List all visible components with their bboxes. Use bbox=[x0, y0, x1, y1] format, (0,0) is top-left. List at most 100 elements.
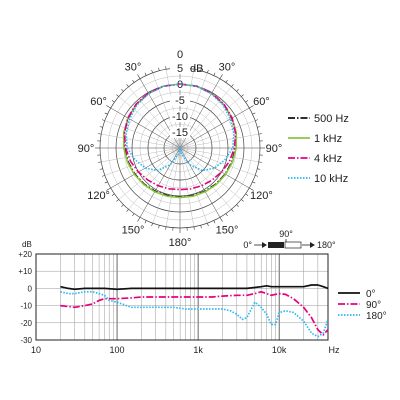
angle-indicator-mic-grille bbox=[284, 241, 302, 249]
polar-outer-tick bbox=[165, 66, 167, 70]
polar-outer-tick bbox=[219, 217, 223, 222]
polar-angle-label: 120° bbox=[250, 190, 273, 202]
polar-grid-spoke bbox=[179, 107, 250, 149]
polar-outer-tick bbox=[225, 213, 228, 217]
polar-radial-label-bg bbox=[170, 63, 190, 74]
frequency-legend: 0°90°180° bbox=[338, 289, 387, 322]
freq-x-tick-label: 10k bbox=[272, 345, 287, 355]
polar-outer-tick bbox=[200, 225, 202, 229]
polar-pattern-chart: 0 30° 60° 90° 120° 150° 180° 150° 120° 90° 60° 30° 5… bbox=[78, 49, 283, 249]
polar-grid-spoke bbox=[104, 120, 181, 149]
polar-grid-spoke bbox=[179, 147, 259, 163]
polar-outer-tick bbox=[231, 84, 234, 87]
polar-outer-tick bbox=[137, 74, 141, 79]
polar-outer-tick bbox=[104, 112, 108, 115]
polar-angle-label: 90° bbox=[78, 143, 95, 155]
polar-outer-tick bbox=[111, 100, 115, 103]
freq-y-tick-label: +20 bbox=[18, 250, 32, 259]
polar-outer-tick bbox=[236, 204, 239, 207]
polar-radial-label-bg bbox=[170, 127, 190, 138]
polar-outer-tick bbox=[165, 226, 167, 230]
polar-outer-tick bbox=[116, 199, 119, 202]
angle-indicator-mic-body bbox=[268, 242, 284, 248]
polar-radial-label-bg bbox=[170, 95, 190, 106]
freq-legend-label: 0° bbox=[366, 289, 376, 300]
polar-outer-tick bbox=[98, 133, 102, 135]
polar-outer-tick bbox=[193, 226, 195, 230]
polar-grid-spoke bbox=[101, 133, 181, 149]
freq-series-1 bbox=[60, 284, 329, 291]
angle-indicator-top-label: 90° bbox=[279, 229, 293, 239]
polar-outer-tick bbox=[151, 223, 153, 227]
polar-outer-tick bbox=[137, 217, 141, 222]
polar-radial-label: -5 bbox=[175, 95, 185, 107]
polar-outer-tick bbox=[132, 213, 135, 217]
polar-outer-tick bbox=[249, 187, 254, 191]
polar-outer-tick bbox=[101, 119, 105, 121]
polar-legend-label: 1 kHz bbox=[314, 133, 342, 145]
polar-outer-tick bbox=[121, 204, 124, 207]
polar-angle-label: 120° bbox=[87, 190, 110, 202]
polar-grid-spoke bbox=[101, 147, 181, 163]
polar-radial-label-bg bbox=[170, 111, 190, 122]
polar-outer-tick bbox=[255, 175, 259, 177]
polar-radial-label: 0 bbox=[177, 79, 183, 91]
freq-x-axis-label: Hz bbox=[329, 345, 340, 355]
polar-radial-label: -15 bbox=[172, 127, 188, 139]
polar-outer-tick bbox=[158, 67, 160, 71]
polar-grid-spoke bbox=[118, 147, 181, 200]
freq-series-3 bbox=[60, 290, 329, 338]
polar-outer-tick bbox=[98, 161, 102, 163]
polar-outer-tick bbox=[252, 112, 256, 115]
polar-outer-tick bbox=[207, 223, 209, 227]
polar-outer-tick bbox=[104, 181, 108, 184]
polar-grid-spoke bbox=[165, 147, 181, 227]
polar-outer-tick bbox=[200, 67, 202, 71]
polar-grid-spoke bbox=[179, 147, 208, 224]
polar-outer-tick bbox=[213, 72, 216, 76]
polar-series-3 bbox=[123, 83, 237, 191]
polar-radial-label: 5 bbox=[177, 63, 183, 75]
polar-angle-label: 150° bbox=[216, 224, 239, 236]
freq-series-2 bbox=[60, 290, 329, 336]
polar-grid-spoke bbox=[179, 147, 250, 189]
polar-outer-tick bbox=[252, 181, 256, 184]
polar-legend-label: 500 Hz bbox=[314, 113, 349, 125]
polar-outer-tick bbox=[207, 69, 209, 73]
polar-outer-tick bbox=[106, 105, 111, 109]
polar-grid-spoke bbox=[179, 147, 195, 227]
polar-grid-spoke bbox=[179, 147, 232, 210]
polar-outer-tick bbox=[193, 66, 195, 70]
polar-angle-label: 60° bbox=[90, 96, 107, 108]
polar-outer-tick bbox=[241, 94, 244, 97]
polar-angle-label: 180° bbox=[169, 237, 192, 249]
freq-y-tick-label: -20 bbox=[20, 319, 32, 328]
polar-legend-label: 4 kHz bbox=[314, 153, 342, 165]
polar-outer-tick bbox=[99, 168, 103, 170]
polar-outer-tick bbox=[241, 199, 244, 202]
polar-outer-tick bbox=[257, 126, 261, 128]
polar-outer-tick bbox=[236, 89, 239, 92]
angle-indicator-left-label: 0° bbox=[243, 240, 252, 250]
freq-x-tick-label: 10 bbox=[31, 345, 41, 355]
polar-outer-tick bbox=[126, 84, 129, 87]
polar-radial-unit: dB bbox=[190, 63, 203, 75]
polar-outer-tick bbox=[126, 209, 129, 212]
polar-outer-tick bbox=[111, 193, 115, 196]
polar-grid-spoke bbox=[179, 133, 259, 149]
polar-grid-spoke bbox=[179, 147, 221, 218]
polar-grid-spoke bbox=[110, 107, 181, 149]
polar-outer-tick bbox=[213, 220, 216, 224]
polar-angle-label: 150° bbox=[122, 224, 145, 236]
polar-outer-tick bbox=[255, 119, 259, 121]
frequency-response-chart: +20 +10 0 -10 -20 -30 dB 10 100 1k 10k Hz 90° 0° 180° bbox=[18, 229, 340, 355]
freq-frame bbox=[35, 253, 329, 341]
polar-series-4 bbox=[125, 83, 235, 172]
freq-legend-label: 90° bbox=[366, 300, 381, 311]
polar-outer-tick bbox=[101, 175, 105, 177]
polar-outer-tick bbox=[158, 225, 160, 229]
polar-outer-tick bbox=[245, 100, 249, 103]
freq-x-tick-label: 100 bbox=[110, 345, 125, 355]
polar-grid-spoke bbox=[179, 147, 242, 200]
polar-outer-tick bbox=[225, 79, 228, 83]
